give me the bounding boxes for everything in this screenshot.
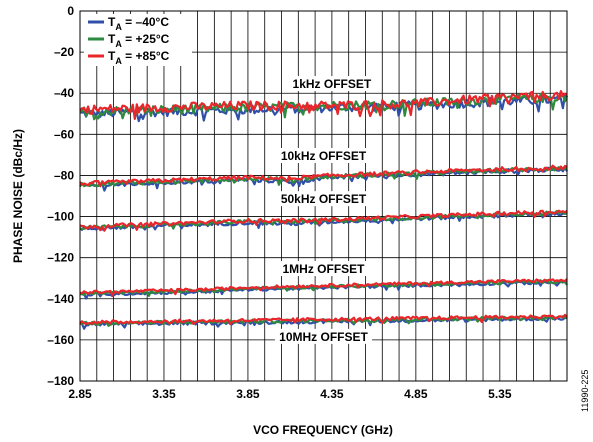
y-tick-label: –20 (54, 45, 74, 59)
y-tick-label: –60 (54, 127, 74, 141)
y-tick-label: –140 (47, 292, 74, 306)
legend-entry: TA = +25°C (108, 32, 170, 49)
series-line-1khz-p25c (79, 92, 569, 121)
annotation-background (274, 328, 373, 344)
series-line-10khz-p25c (79, 166, 568, 188)
legend-entry: TA = –40°C (108, 15, 169, 32)
y-tick-label: –40 (54, 86, 74, 100)
y-tick-label: –120 (47, 251, 74, 265)
x-axis-label: VCO FREQUENCY (GHz) (253, 423, 393, 437)
x-tick-label: 4.85 (404, 387, 428, 401)
y-tick-label: –180 (47, 374, 74, 388)
y-tick-label: –80 (54, 168, 74, 182)
y-axis-label: PHASE NOISE (dBc/Hz) (11, 129, 25, 263)
y-tick-label: 0 (67, 4, 74, 18)
annotation-label: 10MHz OFFSET (279, 330, 368, 344)
annotation-background (287, 76, 377, 92)
y-tick-label: –160 (47, 333, 74, 347)
annotation-background (274, 191, 373, 207)
series-line-1khz-p85c (79, 90, 568, 120)
series-line-10mhz-p85c (79, 313, 568, 326)
y-tick-label: –100 (47, 210, 74, 224)
offset-annotation: 1kHz OFFSET (287, 76, 377, 92)
annotation-label: 1MHz OFFSET (282, 262, 365, 276)
y-axis-ticks: 0 –20 –40 –60 –80 –100 –120 –140 –160 –180 (47, 4, 74, 388)
offset-annotation: 10MHz OFFSET (274, 328, 373, 344)
x-tick-label: 3.85 (236, 387, 260, 401)
annotation-background (278, 261, 369, 277)
x-tick-label: 5.35 (488, 387, 512, 401)
offset-annotation: 1MHz OFFSET (278, 261, 369, 277)
legend: TA = –40°CTA = +25°CTA = +85°C (84, 14, 192, 66)
series-layer (79, 90, 569, 330)
series-line-1mhz-m40c (79, 279, 568, 300)
annotations: 1kHz OFFSET 10kHz OFFSET 50kHz OFFSET 1MHz … (274, 76, 377, 344)
figure-id: 11990-225 (580, 370, 590, 412)
plot-frame (79, 10, 568, 382)
offset-annotation: 10kHz OFFSET (274, 148, 373, 163)
series-line-1mhz-p85c (79, 278, 568, 297)
x-tick-label: 4.35 (320, 387, 344, 401)
annotation-label: 10kHz OFFSET (281, 149, 367, 163)
legend-entry: TA = +85°C (108, 49, 170, 66)
annotation-label: 1kHz OFFSET (293, 77, 372, 91)
x-tick-label: 2.85 (68, 387, 92, 401)
series-line-10khz-p85c (79, 164, 568, 188)
x-tick-label: 3.35 (152, 387, 176, 401)
series-line-10mhz-m40c (79, 315, 568, 330)
annotation-background (274, 148, 373, 163)
offset-annotation: 50kHz OFFSET (274, 191, 373, 207)
series-line-50khz-p85c (79, 209, 568, 232)
annotation-label: 50kHz OFFSET (281, 192, 367, 206)
x-axis-ticks: 2.85 3.35 3.85 4.35 4.85 5.35 (68, 387, 512, 401)
